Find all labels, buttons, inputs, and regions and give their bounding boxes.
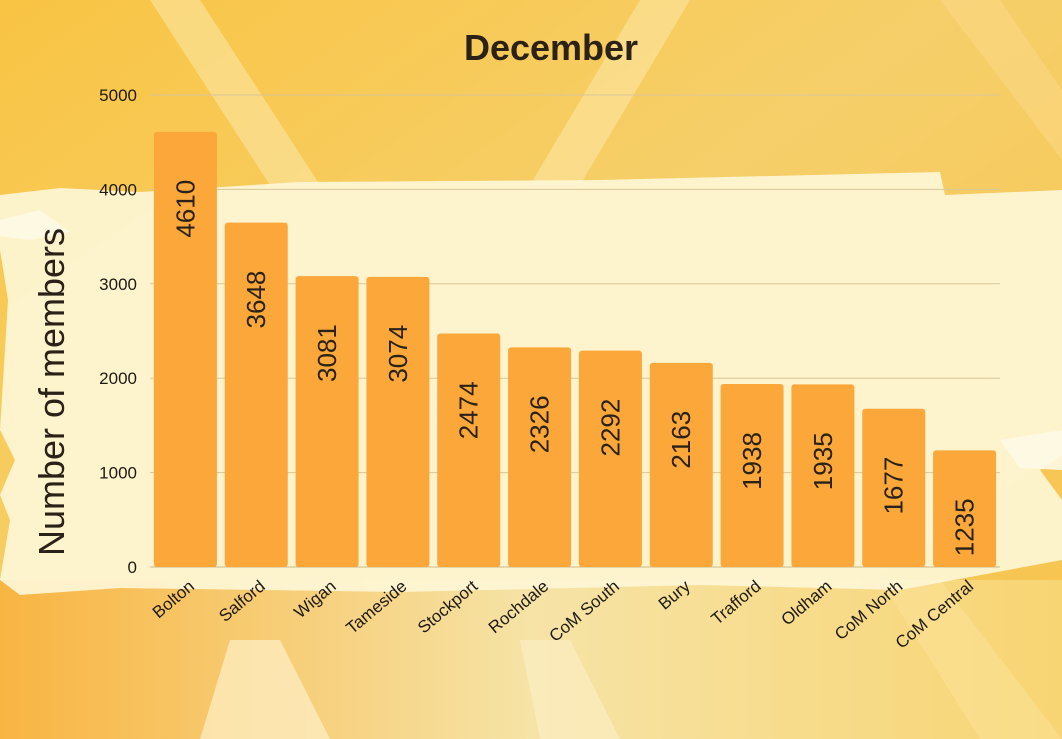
bar-value-label: 2326 [525, 395, 555, 453]
bar [366, 276, 430, 567]
bar [578, 350, 642, 567]
x-tick-label: Wigan [291, 577, 340, 623]
x-tick-label: CoM North [831, 577, 906, 644]
bar [437, 333, 501, 567]
x-tick-label: Stockport [414, 576, 481, 637]
chart-title: December [464, 27, 638, 68]
gridlines [150, 94, 1000, 568]
bar-value-label: 3081 [312, 324, 342, 382]
y-tick-label: 3000 [99, 275, 137, 294]
y-tick-label: 0 [128, 558, 137, 577]
bar [153, 131, 217, 568]
x-tick-label: Tameside [343, 577, 411, 638]
x-axis-ticks: Bolton Salford Wigan Tameside Stockport Rochd… [149, 576, 977, 652]
bar-value-label: 1938 [737, 432, 767, 490]
bars: 4610 3648 3081 3074 2474 2326 2292 2163 1938 1935… [153, 131, 997, 568]
y-tick-label: 4000 [99, 180, 137, 199]
bar-value-label: 1935 [808, 432, 838, 490]
x-tick-label: CoM Central [892, 577, 977, 653]
bar-value-label: 2163 [666, 411, 696, 469]
bar [720, 384, 784, 567]
y-axis-ticks: 0 1000 2000 3000 4000 5000 [99, 86, 137, 577]
bar [224, 222, 288, 568]
bar-value-label: 4610 [170, 180, 200, 238]
bar-value-label: 2292 [595, 399, 625, 457]
bar-value-label: 1677 [879, 457, 909, 515]
bar-value-label: 1235 [950, 498, 980, 556]
bar-value-label: 3074 [383, 325, 413, 383]
bar [933, 450, 997, 567]
y-tick-label: 2000 [99, 369, 137, 388]
x-tick-label: Rochdale [485, 577, 552, 638]
bar [791, 384, 855, 567]
y-axis-label: Number of members [31, 228, 72, 556]
x-tick-label: Bolton [149, 577, 198, 623]
y-tick-label: 1000 [99, 464, 137, 483]
bar-value-label: 3648 [241, 271, 271, 329]
bar [295, 276, 359, 567]
bar [862, 408, 926, 567]
x-tick-label: Trafford [708, 577, 765, 629]
bar [508, 347, 572, 567]
x-tick-label: Oldham [778, 577, 836, 630]
x-tick-label: Bury [655, 576, 694, 613]
bar-value-label: 2474 [454, 381, 484, 439]
bar [649, 362, 713, 567]
x-tick-label: Salford [215, 577, 268, 626]
x-tick-label: CoM South [546, 577, 623, 646]
y-tick-label: 5000 [99, 86, 137, 105]
